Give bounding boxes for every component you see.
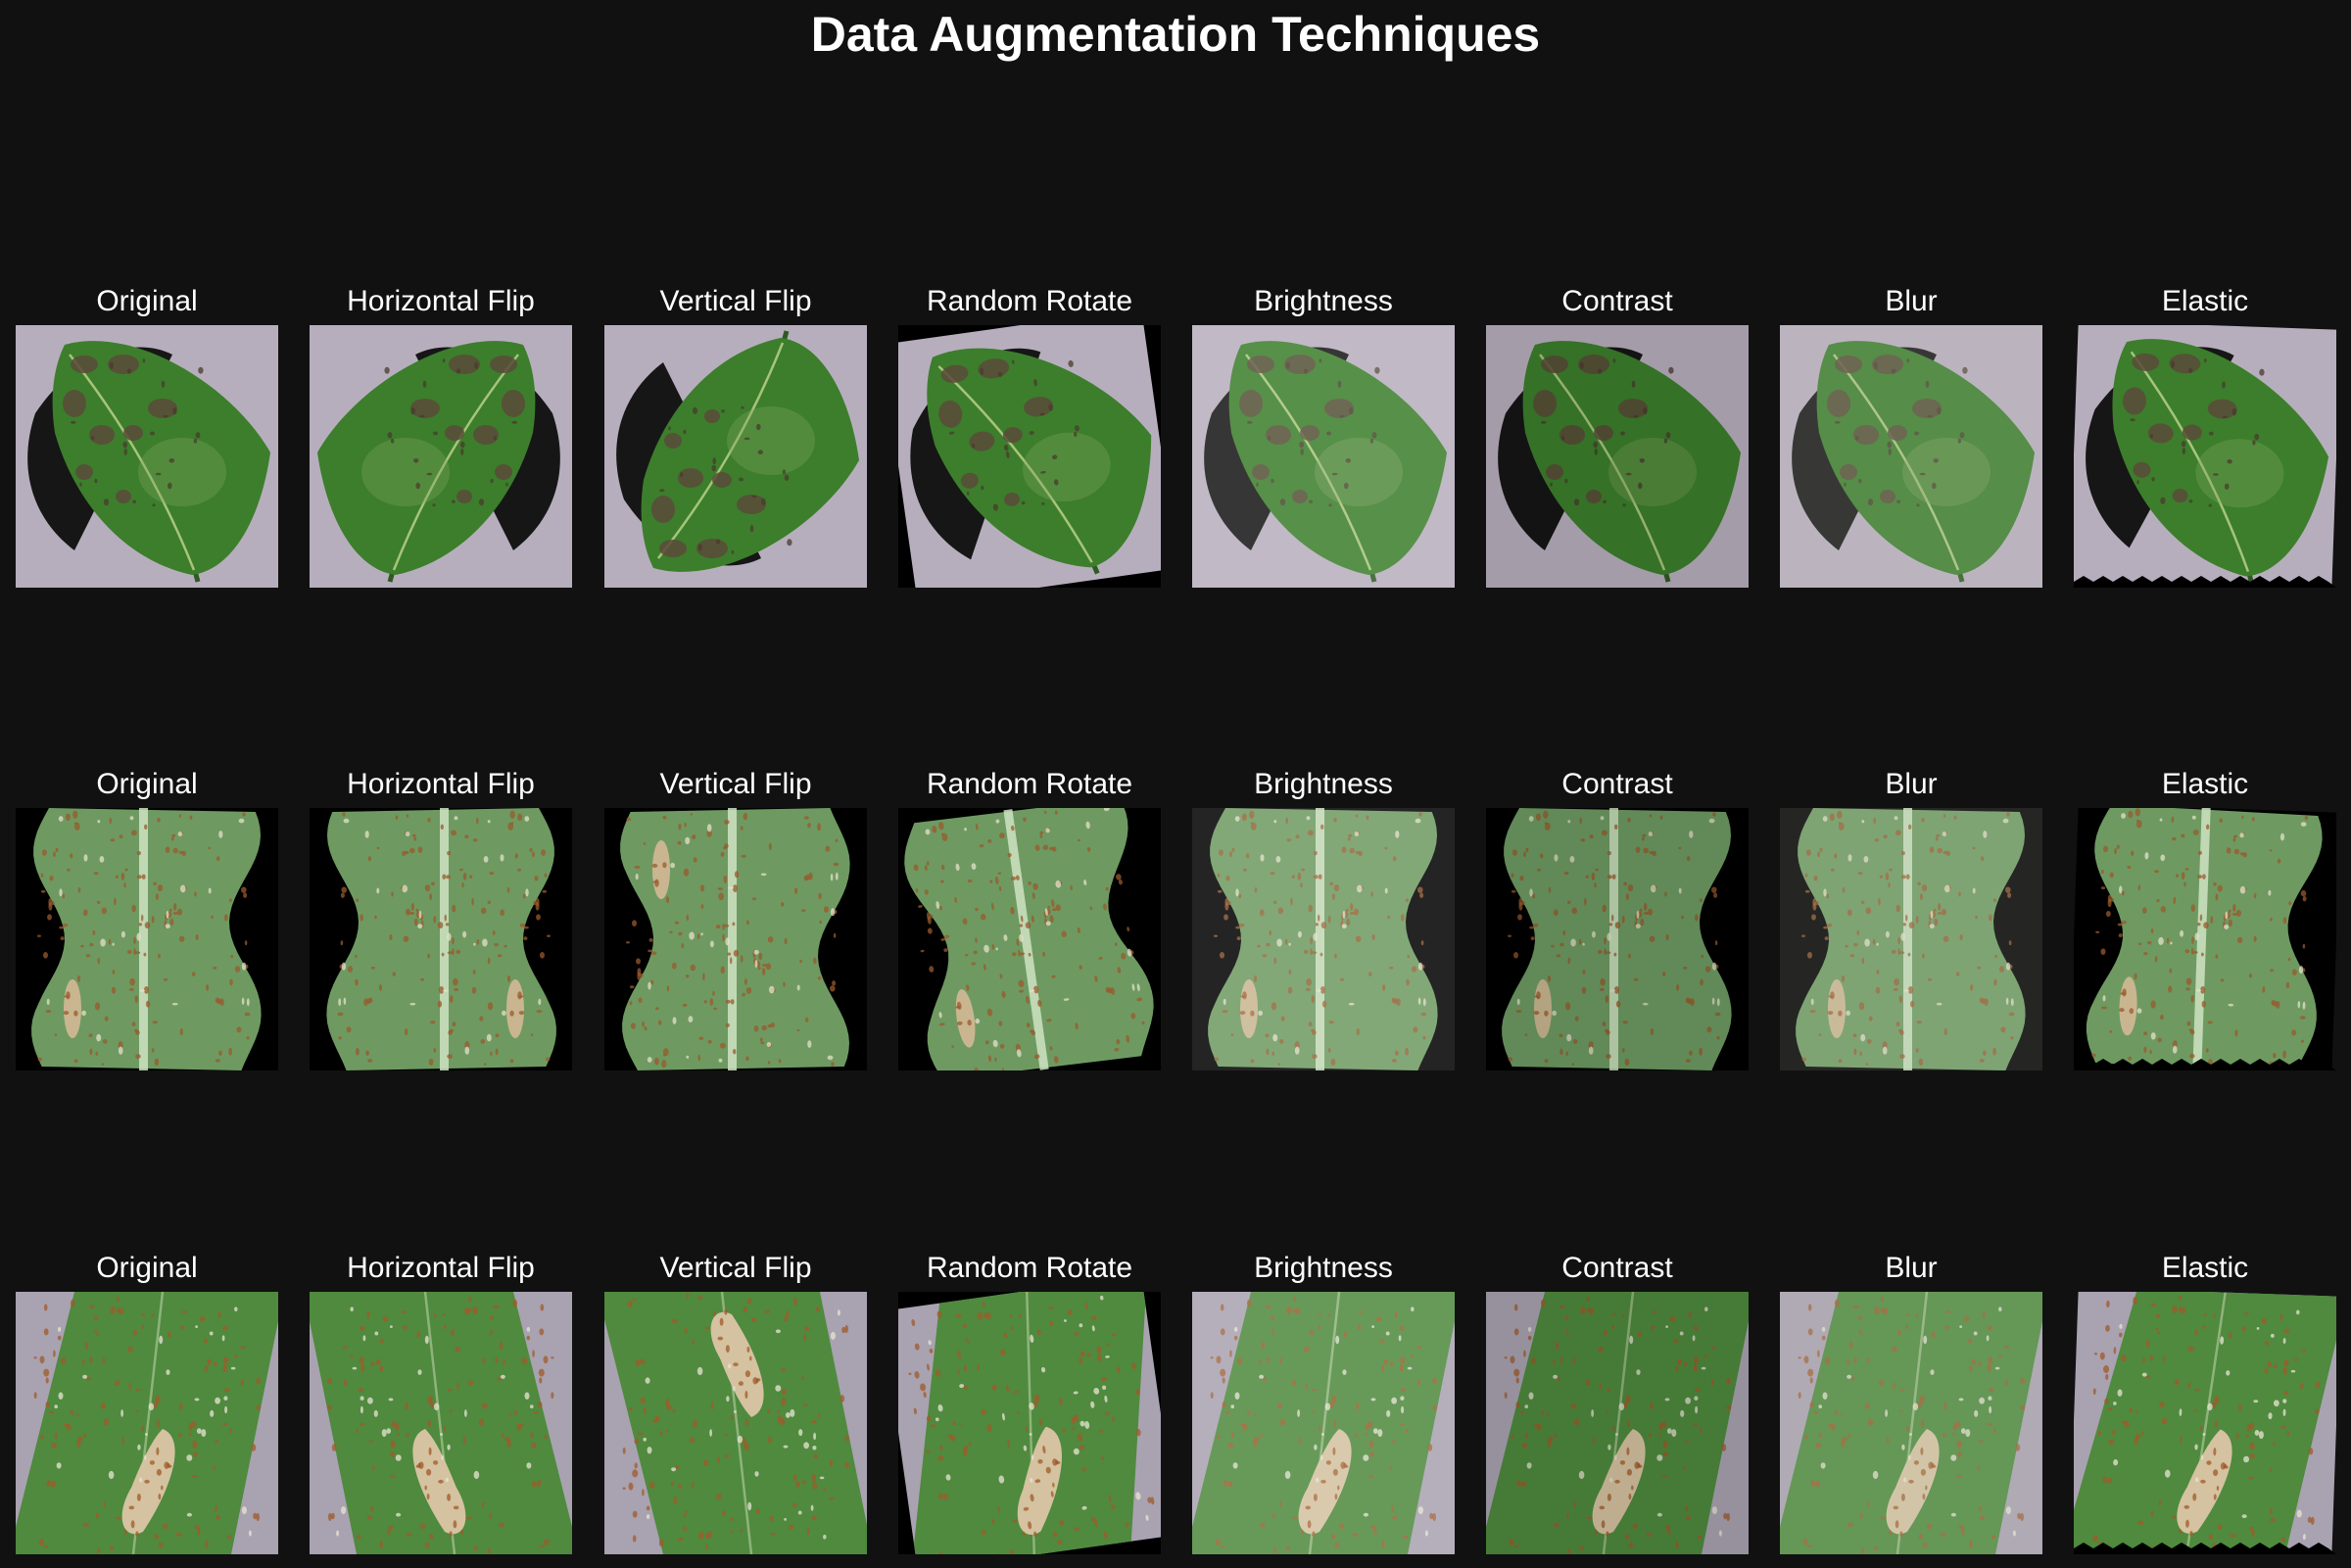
panel-title: Blur [1885,1252,1938,1284]
panel-title: Horizontal Flip [347,1252,535,1284]
corn-leaf-with-rust-image [1192,808,1455,1070]
corn-leaf-with-lesion-image [604,1292,867,1554]
panel-title: Random Rotate [926,285,1133,317]
leaf-with-dark-spots-image [1486,325,1749,588]
panel-title: Original [96,285,198,317]
corn-leaf-with-rust-image [310,808,572,1070]
figure-title: Data Augmentation Techniques [810,7,1541,62]
panel-title: Elastic [2161,768,2249,800]
panel-title: Elastic [2161,1252,2249,1284]
leaf-with-dark-spots-image [898,325,1161,588]
panel-title: Vertical Flip [659,1252,812,1284]
panel-title: Brightness [1254,768,1393,800]
corn-leaf-with-lesion-image [2074,1292,2336,1554]
panel-title: Original [96,768,198,800]
corn-leaf-with-rust-image [604,808,867,1070]
corn-leaf-with-lesion-image [1780,1292,2042,1554]
panel-title: Blur [1885,768,1938,800]
corn-leaf-with-lesion-image [898,1292,1161,1554]
leaf-with-dark-spots-image [310,325,572,588]
panel-title: Original [96,1252,198,1284]
panel-title: Random Rotate [926,768,1133,800]
corn-leaf-with-rust-image [2074,808,2336,1070]
corn-leaf-with-lesion-image [310,1292,572,1554]
corn-leaf-with-rust-image [898,808,1161,1070]
panel-title: Brightness [1254,1252,1393,1284]
leaf-with-dark-spots-image [16,325,278,588]
corn-leaf-with-rust-image [16,808,278,1070]
panel-title: Contrast [1561,768,1673,800]
leaf-with-dark-spots-image [2074,325,2336,588]
panel-title: Blur [1885,285,1938,317]
panel-title: Random Rotate [926,1252,1133,1284]
corn-leaf-with-lesion-image [1192,1292,1455,1554]
leaf-with-dark-spots-image [1780,325,2042,588]
panel-title: Contrast [1561,1252,1673,1284]
panel-title: Vertical Flip [659,768,812,800]
leaf-with-dark-spots-image [1192,325,1455,588]
panel-title: Horizontal Flip [347,285,535,317]
corn-leaf-with-rust-image [1780,808,2042,1070]
panel-title: Brightness [1254,285,1393,317]
corn-leaf-with-lesion-image [1486,1292,1749,1554]
panel-title: Contrast [1561,285,1673,317]
panel-title: Horizontal Flip [347,768,535,800]
corn-leaf-with-rust-image [1486,808,1749,1070]
corn-leaf-with-lesion-image [16,1292,278,1554]
panel-title: Elastic [2161,285,2249,317]
panel-title: Vertical Flip [659,285,812,317]
leaf-with-dark-spots-image [604,325,867,588]
